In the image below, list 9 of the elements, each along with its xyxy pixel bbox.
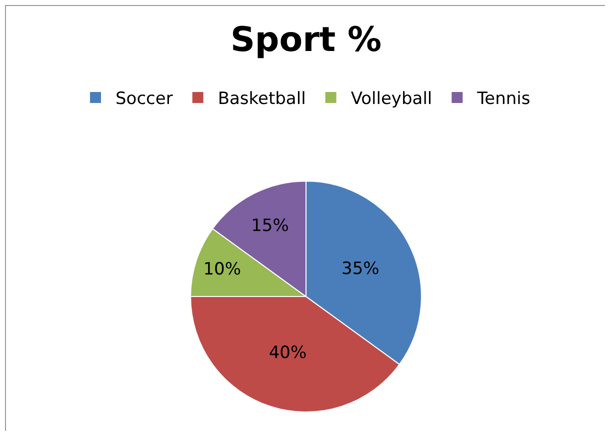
data-label: 35%: [341, 258, 380, 279]
legend-label: Basketball: [218, 89, 306, 110]
data-label: 15%: [251, 216, 289, 236]
data-label: 40%: [268, 342, 307, 363]
chart-title: Sport %: [230, 20, 382, 60]
data-label: 10%: [203, 259, 242, 280]
legend-label: Tennis: [476, 89, 530, 110]
legend-label: Soccer: [116, 89, 173, 110]
legend-label: Volleyball: [350, 89, 432, 110]
